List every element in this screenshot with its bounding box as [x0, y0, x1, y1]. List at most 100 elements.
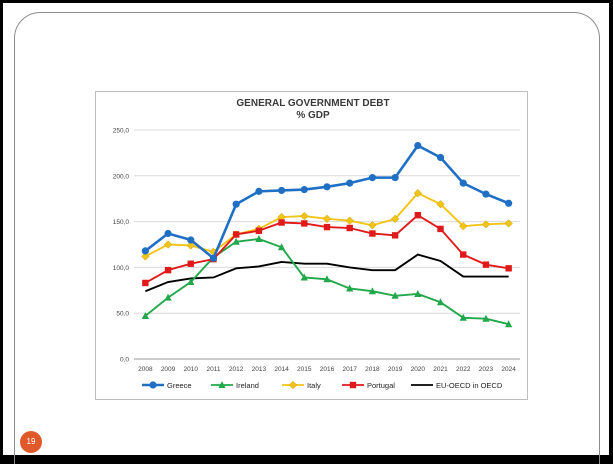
x-tick-label: 2016	[320, 366, 335, 373]
portugal-point	[391, 232, 399, 239]
x-tick-label: 2017	[342, 366, 357, 373]
legend-label: Portugal	[367, 381, 395, 390]
greece-point	[141, 247, 149, 255]
greece-point	[209, 254, 218, 262]
x-axis: 2008 2009 2010 2011 2012 2013 2014 2015 2016 2017…	[138, 366, 516, 373]
x-tick-label: 2014	[274, 366, 289, 373]
italy-point	[345, 216, 354, 225]
y-tick-label: 150,0	[113, 219, 130, 226]
ireland-point	[141, 311, 149, 319]
y-tick-label: 0,0	[120, 357, 129, 364]
portugal-point	[460, 251, 467, 258]
ireland-point	[232, 237, 240, 245]
portugal-point	[278, 219, 285, 226]
ireland-point	[346, 284, 354, 292]
italy-point	[141, 252, 150, 261]
x-tick-label: 2019	[388, 366, 403, 373]
portugal-point	[346, 224, 353, 232]
greece-point	[300, 185, 308, 194]
greece-line	[144, 143, 510, 261]
legend-label: Greece	[167, 381, 192, 390]
x-tick-label: 2021	[433, 366, 448, 373]
page-number-badge: 19	[20, 431, 42, 453]
italy-point	[300, 211, 309, 221]
legend-label: EU-OECD in OECD	[436, 381, 503, 390]
portugal-point	[232, 231, 240, 238]
italy-point	[504, 219, 513, 228]
portugal-point	[301, 220, 308, 227]
ireland-point	[255, 235, 263, 243]
italy-point	[436, 200, 445, 209]
x-tick-label: 2015	[297, 366, 312, 373]
greece-point	[436, 153, 445, 162]
legend-item-portugal: Portugal	[342, 381, 395, 390]
ireland-point	[436, 298, 445, 306]
x-tick-label: 2011	[206, 366, 220, 373]
greece-point	[187, 236, 195, 244]
ireland-point	[164, 293, 172, 301]
x-tick-label: 2020	[411, 366, 426, 373]
portugal-point	[482, 261, 490, 268]
x-tick-label: 2013	[252, 366, 267, 373]
greece-point	[459, 179, 467, 187]
greece-point	[346, 179, 354, 187]
italy-point	[322, 214, 332, 224]
ireland-point	[459, 313, 467, 321]
y-tick-label: 200,0	[113, 173, 130, 180]
ireland-point	[482, 314, 490, 322]
ireland-point	[368, 287, 377, 295]
greece-point	[164, 229, 172, 238]
italy-point	[390, 214, 400, 224]
legend-point	[218, 381, 226, 388]
greece-point	[391, 174, 399, 182]
legend-item-ireland: Ireland	[211, 381, 259, 390]
ireland-point	[300, 273, 308, 281]
eu-oecd-in-oecd-line	[144, 253, 509, 293]
portugal-point	[187, 260, 194, 267]
portugal-point	[164, 266, 172, 274]
y-tick-label: 100,0	[113, 265, 130, 272]
italy-point	[186, 241, 195, 250]
legend-item-eu-oecd-in-oecd: EU-OECD in OECD	[411, 381, 503, 390]
ireland-point	[414, 289, 422, 297]
chart-subtitle: % GDP	[296, 110, 330, 121]
debt-line-chart: GENERAL GOVERNMENT DEBT % GDP 0,0 50,0 100…	[113, 98, 520, 390]
x-tick-label: 2023	[479, 366, 494, 373]
greece-point	[482, 190, 490, 198]
legend-label: Ireland	[236, 381, 259, 390]
portugal-point	[323, 223, 331, 231]
x-tick-label: 2024	[501, 366, 516, 373]
ireland-point	[277, 243, 286, 251]
ireland-point	[505, 320, 513, 328]
greece-series	[141, 141, 513, 262]
legend-point	[288, 380, 298, 390]
ireland-point	[391, 291, 399, 299]
slide-frame	[14, 12, 600, 464]
chart-series	[141, 141, 513, 328]
italy-point	[163, 240, 173, 249]
legend-point	[149, 381, 157, 389]
x-tick-label: 2009	[161, 366, 176, 373]
x-tick-label: 2010	[184, 366, 199, 373]
portugal-point	[255, 227, 263, 234]
ireland-point	[323, 275, 331, 283]
legend-item-italy: Italy	[282, 380, 321, 390]
portugal-series	[142, 211, 512, 287]
greece-point	[414, 141, 422, 150]
legend-label: Italy	[307, 381, 321, 390]
greece-point	[323, 183, 331, 191]
legend-item-greece: Greece	[142, 381, 192, 390]
portugal-point	[437, 225, 444, 233]
y-tick-label: 250,0	[113, 128, 130, 135]
x-tick-label: 2008	[138, 366, 153, 373]
slide: GENERAL GOVERNMENT DEBT % GDP 0,0 50,0 100…	[3, 3, 609, 464]
portugal-point	[505, 265, 512, 272]
greece-point	[505, 199, 513, 207]
ireland-point	[187, 278, 195, 286]
chart-legend: Greece Ireland Italy Portugal EU-OECD in OEC…	[142, 380, 503, 390]
greece-point	[255, 187, 263, 195]
chart-title: GENERAL GOVERNMENT DEBT	[236, 98, 389, 109]
x-tick-label: 2012	[229, 366, 244, 373]
greece-point	[277, 186, 286, 195]
portugal-point	[369, 230, 376, 237]
